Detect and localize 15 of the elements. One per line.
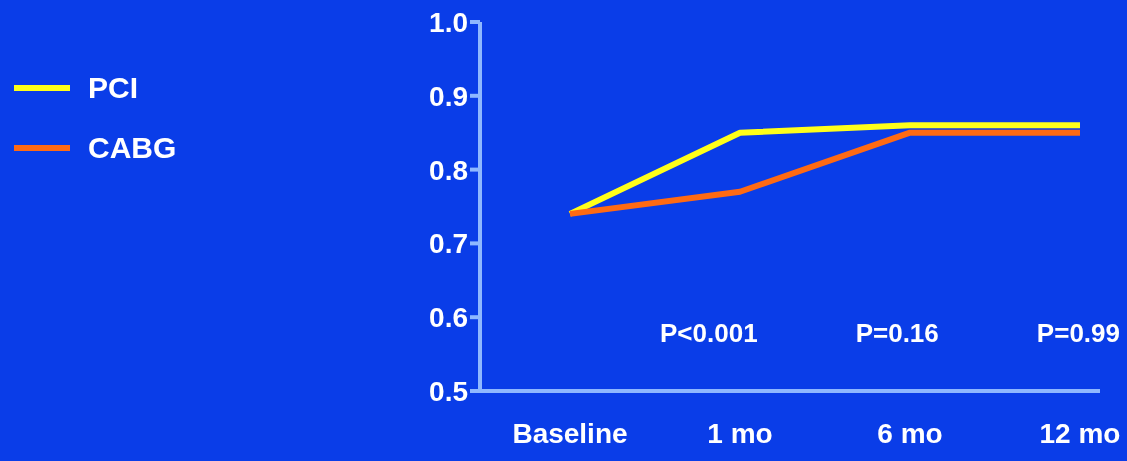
annotation: P=0.16 (855, 318, 939, 349)
y-tick-label: 0.8 (429, 154, 468, 186)
legend-label: PCI (88, 71, 139, 105)
x-tick-label: 1 mo (707, 417, 773, 449)
annotation: P=0.99 (1036, 318, 1120, 349)
x-tick-label: Baseline (512, 417, 628, 449)
annotation: P<0.001 (660, 318, 758, 349)
y-tick-label: 0.9 (429, 80, 468, 112)
y-tick-label: 0.5 (429, 375, 468, 407)
x-tick-label: 6 mo (877, 417, 943, 449)
y-tick-label: 0.7 (429, 228, 468, 260)
y-tick-label: 0.6 (429, 302, 468, 334)
x-tick-label: 12 mo (1039, 417, 1121, 449)
legend-label: CABG (88, 131, 177, 165)
y-tick-label: 1.0 (429, 6, 468, 38)
